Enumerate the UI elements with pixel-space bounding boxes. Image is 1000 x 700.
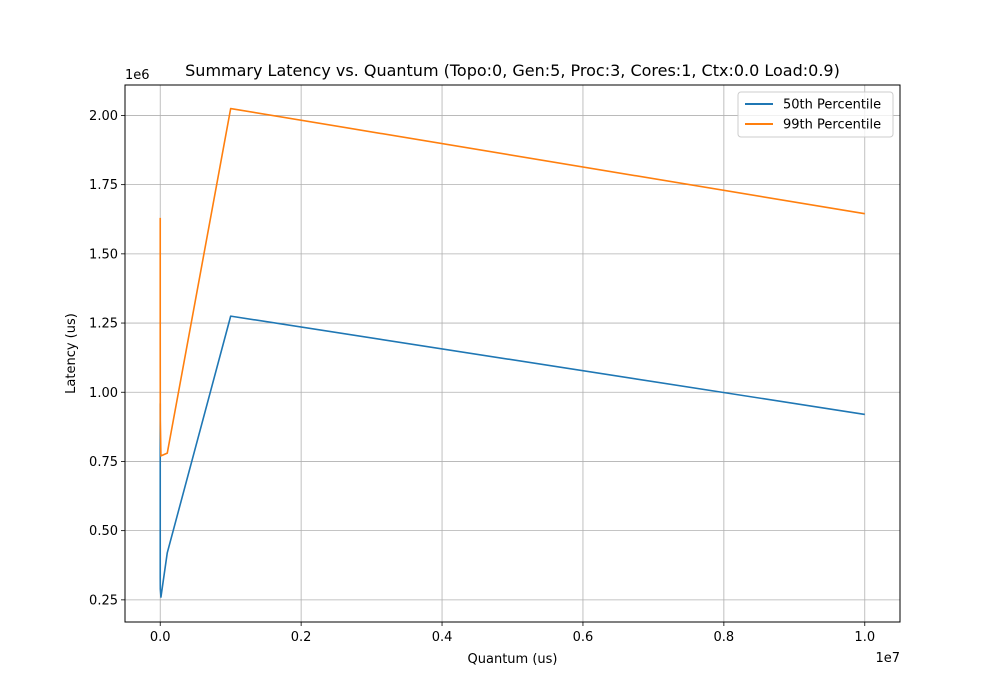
legend: 50th Percentile 99th Percentile <box>737 91 894 138</box>
y-tick-label: 1.25 <box>89 317 118 332</box>
series-line-99th-percentile <box>159 107 865 457</box>
series-layer <box>159 107 865 598</box>
chart-title: Summary Latency vs. Quantum (Topo:0, Gen… <box>185 61 840 80</box>
y-tick-label: 0.25 <box>89 593 118 608</box>
legend-label-99th: 99th Percentile <box>783 118 881 133</box>
x-tick-label: 0.4 <box>432 630 453 645</box>
tick-layer: 0.0 0.2 0.4 0.6 0.8 1.0 0.25 0.50 0.75 1.00 1.25 1.… <box>89 109 875 645</box>
y-tick-label: 1.50 <box>89 247 118 262</box>
y-tick-label: 0.75 <box>89 455 118 470</box>
x-axis-label: Quantum (us) <box>468 652 558 667</box>
y-axis-offset-label: 1e6 <box>125 68 150 83</box>
y-tick-label: 1.75 <box>89 178 118 193</box>
y-tick-label: 1.00 <box>89 386 118 401</box>
x-tick-label: 0.6 <box>573 630 594 645</box>
series-line-50th-percentile <box>159 315 865 598</box>
legend-label-50th: 50th Percentile <box>783 98 881 113</box>
plot-frame <box>124 84 901 623</box>
grid-layer <box>125 85 900 622</box>
y-axis-label: Latency (us) <box>64 313 79 394</box>
legend-box <box>737 91 894 138</box>
y-tick-label: 2.00 <box>89 109 118 124</box>
x-tick-label: 0.0 <box>150 630 171 645</box>
x-tick-label: 1.0 <box>854 630 875 645</box>
y-tick-label: 0.50 <box>89 524 118 539</box>
x-axis-offset-label: 1e7 <box>875 651 900 666</box>
x-tick-label: 0.2 <box>291 630 312 645</box>
x-tick-label: 0.8 <box>714 630 735 645</box>
